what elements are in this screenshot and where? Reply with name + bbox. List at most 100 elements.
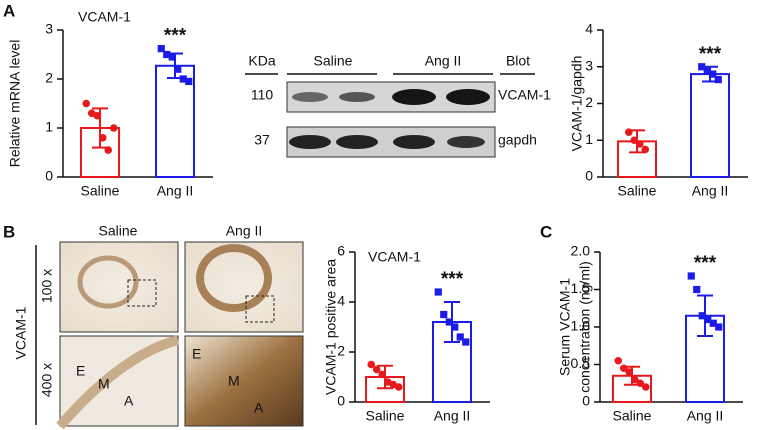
data-point xyxy=(372,365,381,374)
data-point xyxy=(82,99,91,108)
data-point xyxy=(440,310,448,319)
data-point xyxy=(698,63,706,71)
data-point xyxy=(630,136,639,145)
data-point xyxy=(367,360,376,369)
x-tick-label: Saline xyxy=(366,408,405,424)
blot-label: gapdh xyxy=(498,132,537,148)
data-point xyxy=(98,134,107,142)
data-point xyxy=(456,333,464,341)
data-point xyxy=(104,146,113,154)
layer-label: E xyxy=(76,363,85,379)
data-point xyxy=(714,76,722,84)
y-axis-label: Serum VCAM-1 xyxy=(557,278,573,376)
y-tick-label: 2 xyxy=(337,343,345,359)
vessel xyxy=(77,255,139,309)
data-point xyxy=(185,77,193,86)
stain-label: VCAM-1 xyxy=(13,306,29,359)
zoom-box xyxy=(245,295,275,323)
x-tick-label: Saline xyxy=(618,183,657,199)
row-label: 100 x xyxy=(39,269,55,303)
band xyxy=(447,136,485,148)
data-point xyxy=(614,356,623,365)
y-tick-label: 2 xyxy=(45,70,53,86)
zoom-box xyxy=(127,279,157,307)
data-point xyxy=(698,312,706,320)
y-tick-label: 2.0 xyxy=(571,243,591,259)
data-point xyxy=(445,318,453,326)
data-point xyxy=(179,75,187,83)
significance: *** xyxy=(699,44,722,65)
blot-label: VCAM-1 xyxy=(498,87,551,103)
x-tick-label: Saline xyxy=(613,408,652,424)
histology: Saline Ang II 100 x 400 x VCAM-1 E M A E… xyxy=(13,223,304,430)
blot-unit: KDa xyxy=(248,53,275,69)
data-point xyxy=(394,383,403,391)
y-tick-label: 0.5 xyxy=(571,355,591,371)
significance: *** xyxy=(164,26,187,47)
band xyxy=(336,135,378,149)
y-tick-label: 4 xyxy=(585,21,593,37)
western-blot: KDa Saline Ang II Blot 110 37 VCAM-1 gap… xyxy=(245,53,551,158)
y-axis-label: Relative mRNA level xyxy=(7,40,23,168)
blot-group: Saline xyxy=(314,53,353,69)
data-point xyxy=(109,124,118,132)
data-point xyxy=(625,368,634,376)
blot-group: Ang II xyxy=(425,53,462,69)
x-tick-label: Ang II xyxy=(687,408,724,424)
data-point xyxy=(635,140,644,148)
y-tick-label: 1 xyxy=(45,119,53,135)
data-point xyxy=(174,65,182,73)
y-tick-label: 0 xyxy=(337,393,345,409)
y-tick-label: 4 xyxy=(337,293,345,309)
y-tick-label: 0 xyxy=(582,393,590,409)
layer-label: A xyxy=(254,400,264,416)
molecular-weight: 110 xyxy=(251,87,274,103)
image xyxy=(59,241,179,333)
y-tick-label: 1 xyxy=(585,131,593,147)
band xyxy=(392,89,436,105)
data-point xyxy=(624,128,633,136)
vessel xyxy=(196,244,272,312)
data-point xyxy=(462,338,470,346)
y-tick-label: 0 xyxy=(45,168,53,184)
data-point xyxy=(687,272,695,280)
chart-title: VCAM-1 xyxy=(368,249,421,265)
image xyxy=(184,335,304,427)
y-tick-label: 6 xyxy=(337,243,345,259)
panel-letter: C xyxy=(540,222,552,241)
band xyxy=(292,92,328,102)
y-axis-label: concentration (ng/ml) xyxy=(577,261,593,393)
band xyxy=(446,89,490,105)
column-label: Ang II xyxy=(226,223,263,239)
y-tick-label: 1.5 xyxy=(571,280,591,296)
data-point xyxy=(641,383,650,391)
data-point xyxy=(641,145,650,154)
data-point xyxy=(451,323,459,331)
data-point xyxy=(619,364,628,373)
x-tick-label: Ang II xyxy=(692,183,729,199)
layer-label: M xyxy=(98,376,110,392)
y-tick-label: 3 xyxy=(45,21,53,37)
data-point xyxy=(378,370,387,379)
data-point xyxy=(434,288,442,296)
data-point xyxy=(703,67,711,75)
x-tick-label: Saline xyxy=(81,183,120,199)
y-tick-label: 2 xyxy=(585,94,593,110)
y-axis-label: VCAM-1 positive area xyxy=(323,259,339,395)
data-point xyxy=(163,50,171,59)
data-point xyxy=(636,379,645,388)
y-tick-label: 0 xyxy=(585,168,593,184)
significance: *** xyxy=(441,269,464,290)
layer-label: M xyxy=(228,373,240,389)
x-tick-label: Ang II xyxy=(157,183,194,199)
data-point xyxy=(93,111,102,120)
row-label: 400 x xyxy=(39,363,55,397)
layer-label: A xyxy=(124,393,134,409)
chart-title: VCAM-1 xyxy=(78,9,131,25)
band xyxy=(339,92,375,102)
data-point xyxy=(630,375,639,384)
panel-letter: A xyxy=(3,1,15,20)
data-point xyxy=(693,285,701,294)
panel-letter: B xyxy=(3,222,15,241)
